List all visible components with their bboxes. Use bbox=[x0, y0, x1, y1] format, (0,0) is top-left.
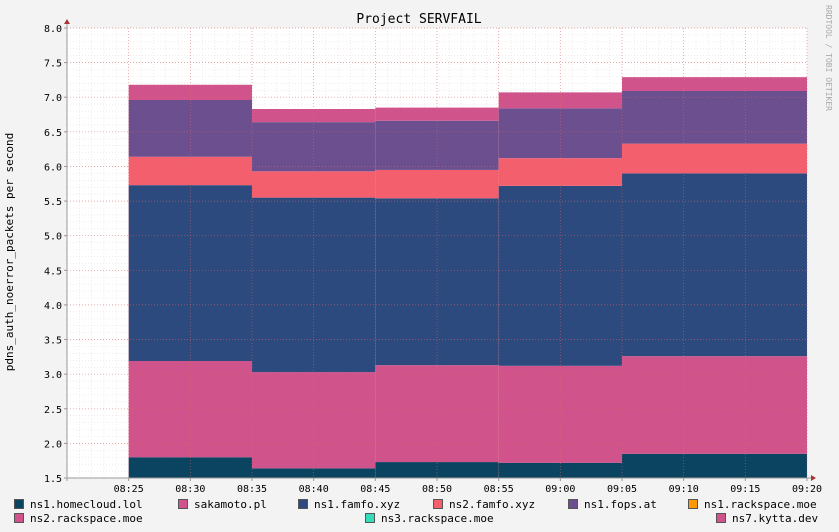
legend-label: ns2.rackspace.moe bbox=[30, 512, 143, 525]
stacked-areas bbox=[128, 77, 807, 478]
legend-label: ns1.famfo.xyz bbox=[314, 498, 401, 511]
x-tick-label: 08:40 bbox=[299, 484, 329, 495]
legend-item: ns1.fops.at bbox=[568, 498, 657, 512]
x-tick-label: 08:25 bbox=[114, 484, 144, 495]
x-tick-label: 09:00 bbox=[545, 484, 575, 495]
area-ns1-homecloud-lol-0 bbox=[128, 457, 252, 478]
legend-swatch bbox=[365, 513, 375, 523]
y-tick-label: 1.5 bbox=[44, 474, 62, 485]
area-ns2-rackspace-moe-2 bbox=[375, 107, 499, 121]
x-tick-label: 09:15 bbox=[730, 484, 760, 495]
x-tick-labels: 08:25 08:30 08:35 08:40 08:45 08:50 08:55 09:00… bbox=[114, 478, 822, 495]
legend-swatch bbox=[688, 499, 698, 509]
chart-title: Project SERVFAIL bbox=[356, 12, 481, 27]
area-ns2-rackspace-moe-0 bbox=[128, 84, 252, 100]
y-tick-label: 4.0 bbox=[44, 301, 62, 312]
y-tick-label: 7.0 bbox=[44, 93, 62, 104]
area-ns2-famfo-xyz-4 bbox=[622, 143, 807, 174]
area-ns2-famfo-xyz-0 bbox=[128, 156, 252, 186]
legend-item: ns1.famfo.xyz bbox=[298, 498, 400, 512]
y-tick-label: 2.5 bbox=[44, 405, 62, 416]
x-axis-arrow bbox=[811, 475, 816, 481]
x-tick-label: 09:05 bbox=[607, 484, 637, 495]
x-tick-label: 09:10 bbox=[669, 484, 699, 495]
legend-label: ns1.homecloud.lol bbox=[30, 498, 143, 511]
legend-item: ns2.rackspace.moe bbox=[14, 512, 143, 526]
area-ns1-famfo-xyz-3 bbox=[498, 185, 622, 366]
legend: ns1.homecloud.lol sakamoto.pl ns1.famfo.xy… bbox=[0, 496, 839, 532]
legend-swatch bbox=[568, 499, 578, 509]
legend-label: ns2.famfo.xyz bbox=[449, 498, 536, 511]
legend-swatch bbox=[716, 513, 726, 523]
legend-swatch bbox=[178, 499, 188, 509]
legend-item: ns3.rackspace.moe bbox=[365, 512, 494, 526]
y-tick-label: 5.5 bbox=[44, 197, 62, 208]
axes bbox=[64, 19, 816, 481]
y-tick-label: 5.0 bbox=[44, 232, 62, 243]
legend-label: ns3.rackspace.moe bbox=[381, 512, 494, 525]
x-tick-label: 08:35 bbox=[237, 484, 267, 495]
legend-item: sakamoto.pl bbox=[178, 498, 267, 512]
legend-item: ns2.famfo.xyz bbox=[433, 498, 535, 512]
legend-item: ns1.rackspace.moe bbox=[688, 498, 817, 512]
watermark: RRDTOOL / TOBI OETIKER bbox=[824, 5, 833, 111]
area-ns1-fops-at-4 bbox=[622, 91, 807, 144]
y-tick-label: 2.0 bbox=[44, 439, 62, 450]
y-tick-label: 8.0 bbox=[44, 24, 62, 35]
legend-label: ns1.fops.at bbox=[584, 498, 657, 511]
area-ns1-homecloud-lol-3 bbox=[498, 462, 622, 478]
y-tick-label: 3.0 bbox=[44, 370, 62, 381]
y-tick-labels: 1.5 2.0 2.5 3.0 3.5 4.0 4.5 5.0 5.5 6.0 6.5 7.0 7.5 8… bbox=[44, 24, 67, 485]
legend-label: ns1.rackspace.moe bbox=[704, 498, 817, 511]
y-tick-label: 4.5 bbox=[44, 266, 62, 277]
legend-swatch bbox=[14, 513, 24, 523]
legend-swatch bbox=[433, 499, 443, 509]
y-tick-label: 6.5 bbox=[44, 128, 62, 139]
area-ns1-homecloud-lol-2 bbox=[375, 462, 499, 478]
y-tick-label: 7.5 bbox=[44, 59, 62, 70]
y-tick-label: 6.0 bbox=[44, 162, 62, 173]
y-tick-label: 3.5 bbox=[44, 336, 62, 347]
legend-item: ns7.kytta.dev bbox=[716, 512, 818, 526]
legend-swatch bbox=[298, 499, 308, 509]
legend-item: ns1.homecloud.lol bbox=[14, 498, 143, 512]
x-tick-label: 08:55 bbox=[484, 484, 514, 495]
y-axis-label: pdns_auth_noerror_packets per second bbox=[3, 133, 16, 371]
x-tick-label: 08:45 bbox=[360, 484, 390, 495]
legend-swatch bbox=[14, 499, 24, 509]
area-sakamoto-pl-1 bbox=[252, 372, 376, 469]
x-tick-label: 09:20 bbox=[792, 484, 822, 495]
area-ns1-homecloud-lol-4 bbox=[622, 453, 807, 478]
area-ns2-rackspace-moe-4 bbox=[622, 77, 807, 91]
x-tick-label: 08:30 bbox=[175, 484, 205, 495]
legend-label: ns7.kytta.dev bbox=[732, 512, 819, 525]
area-ns1-famfo-xyz-4 bbox=[622, 173, 807, 357]
legend-label: sakamoto.pl bbox=[194, 498, 267, 511]
area-ns1-homecloud-lol-1 bbox=[252, 468, 376, 478]
y-axis-arrow bbox=[64, 19, 70, 24]
x-tick-label: 08:50 bbox=[422, 484, 452, 495]
area-sakamoto-pl-4 bbox=[622, 356, 807, 454]
